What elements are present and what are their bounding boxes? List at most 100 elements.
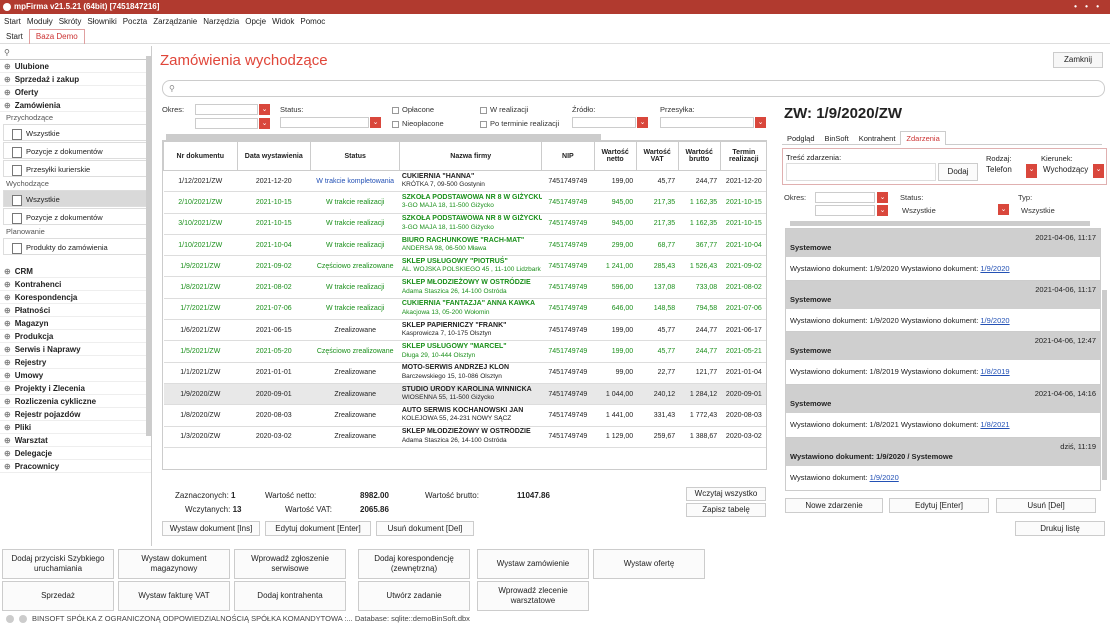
shortcut-button[interactable]: Dodaj kontrahenta [234,581,346,611]
okres-to-dropdown-icon[interactable]: ⌄ [259,118,270,129]
przesylka-select[interactable] [660,117,754,128]
table-row[interactable]: 1/3/2020/ZW 2020-03-02 Zrealizowane SKLEP M… [163,426,766,448]
sidebar-item[interactable]: ⊕ Rejestry [0,356,151,369]
shortcut-button[interactable]: Wystaw dokument magazynowy [118,549,230,579]
column-header[interactable]: Wartość netto [593,141,637,171]
sidebar-item[interactable]: ⊕ Korespondencja [0,291,151,304]
menu-item-6[interactable]: Narzędzia [203,17,240,26]
edit-document-button[interactable]: Edytuj dokument [Enter] [265,521,371,536]
sidebar-item[interactable]: ⊕ Produkcja [0,330,151,343]
table-row[interactable]: 1/9/2020/ZW 2020-09-01 Zrealizowane STUDIO … [163,383,766,406]
sidebar-item[interactable]: ⊕ Umowy [0,369,151,382]
shortcut-button[interactable]: Wystaw fakturę VAT [118,581,230,611]
table-row[interactable]: 1/7/2021/ZW 2021-07-06 W trakcie realizacj… [163,298,766,321]
status-dropdown-icon[interactable]: ⌄ [370,117,381,128]
sidebar-item[interactable]: ⊕ Warsztat [0,434,151,447]
table-row[interactable]: 1/12/2021/ZW 2021-12-20 W trakcie kompleto… [163,170,766,193]
new-event-button[interactable]: Nowe zdarzenie [785,498,883,513]
events-vertical-scrollbar[interactable] [1102,290,1107,480]
sidebar-item[interactable]: ⊕ CRM [0,265,151,278]
sidebar-item[interactable]: ⊕ Pracownicy [0,460,151,473]
table-row[interactable]: 1/10/2021/ZW 2021-10-04 W trakcie realizac… [163,234,766,257]
column-header[interactable]: Nazwa firmy [399,141,543,171]
shortcut-button[interactable]: Wprowadź zgłoszenie serwisowe [234,549,346,579]
okres-from-dropdown-icon[interactable]: ⌄ [259,104,270,115]
events-type-value[interactable]: Wszystkie [1021,206,1055,215]
events-period-from[interactable] [815,192,875,203]
event-card[interactable]: Systemowe 2021-04-06, 14:16 Wystawiono dok… [785,384,1101,438]
detail-tab[interactable]: Kontrahent [858,134,896,143]
detail-tab[interactable]: BinSoft [824,134,849,143]
event-direction-value[interactable]: Wychodzący [1043,165,1089,174]
przesylka-dropdown-icon[interactable]: ⌄ [755,117,766,128]
menu-item-9[interactable]: Pomoc [300,17,326,26]
column-header[interactable]: Status [310,141,401,171]
event-card[interactable]: Systemowe 2021-04-06, 12:47 Wystawiono dok… [785,331,1101,385]
w-realizacji-checkbox[interactable]: W realizacji [480,105,528,114]
sidebar-item[interactable]: ⊕ Płatności [0,304,151,317]
zrodlo-dropdown-icon[interactable]: ⌄ [637,117,648,128]
print-list-button[interactable]: Drukuj listę [1015,521,1105,536]
okres-from-field[interactable] [195,104,258,115]
sidebar-item[interactable]: ⊕ Kontrahenci [0,278,151,291]
sidebar-item[interactable]: ⊕ Ulubione [0,60,151,73]
events-period-from-dropdown-icon[interactable]: ⌄ [877,192,888,203]
sidebar-item[interactable]: ⊕ Serwis i Naprawy [0,343,151,356]
edit-event-button[interactable]: Edytuj [Enter] [889,498,989,513]
delete-event-button[interactable]: Usuń [Del] [996,498,1096,513]
event-type-value[interactable]: Telefon [986,165,1012,174]
menu-item-2[interactable]: Skróty [58,17,82,26]
sidebar-item[interactable]: ⊕ Projekty i Zlecenia [0,382,151,395]
table-row[interactable]: 1/8/2020/ZW 2020-08-03 Zrealizowane AUTO SE… [163,404,766,427]
sidebar-item[interactable]: ⊕ Delegacje [0,447,151,460]
search-input[interactable]: ⚲ [162,80,1105,97]
event-card[interactable]: Systemowe 2021-04-06, 11:17 Wystawiono dok… [785,228,1101,282]
events-period-to-dropdown-icon[interactable]: ⌄ [877,205,888,216]
shortcut-button[interactable]: Dodaj korespondencję (zewnętrzną) [358,549,470,579]
shortcut-button[interactable]: Wystaw zamówienie [477,549,589,579]
nieoplacone-checkbox[interactable]: Nieopłacone [392,119,444,128]
table-row[interactable]: 2/10/2021/ZW 2021-10-15 W trakcie realizac… [163,191,766,214]
okres-to-field[interactable] [195,118,258,129]
sidebar-item[interactable]: ⊕ Sprzedaż i zakup [0,73,151,86]
column-header[interactable]: Data wystawienia [236,141,312,171]
events-period-to[interactable] [815,205,875,216]
event-link[interactable]: 1/9/2020 [980,264,1010,273]
oplacone-checkbox[interactable]: Opłacone [392,105,434,114]
event-link[interactable]: 1/9/2020 [980,316,1010,325]
event-type-dropdown-icon[interactable]: ⌄ [1026,164,1037,178]
column-header[interactable]: Nr dokumentu [163,141,238,171]
status-select[interactable] [280,117,369,128]
event-card[interactable]: Systemowe 2021-04-06, 11:17 Wystawiono dok… [785,280,1101,334]
sidebar-item[interactable]: ⊕ Oferty [0,86,151,99]
sidebar-item[interactable]: ⊕ Rozliczenia cykliczne [0,395,151,408]
grid-horizontal-scrollbar[interactable] [166,134,601,140]
menu-item-8[interactable]: Widok [272,17,295,26]
column-header[interactable]: Wartość brutto [677,141,721,171]
detail-tab[interactable]: Podgląd [787,134,815,143]
delete-document-button[interactable]: Usuń dokument [Del] [376,521,474,536]
shortcut-button[interactable]: Utwórz zadanie [358,581,470,611]
sidebar-item[interactable]: ⊕ Rejestr pojazdów [0,408,151,421]
window-controls[interactable]: • • • [1074,2,1102,11]
add-event-button[interactable]: Dodaj [938,163,978,181]
sidebar-search[interactable]: ⚲ [0,46,151,60]
detail-tab[interactable]: Zdarzenia [900,131,946,145]
sidebar-leaf[interactable]: Wszystkie [3,124,148,141]
table-row[interactable]: 1/8/2021/ZW 2021-08-02 W trakcie realizacj… [163,276,766,299]
menu-item-4[interactable]: Poczta [122,17,148,26]
event-link[interactable]: 1/8/2019 [980,367,1010,376]
table-row[interactable]: 1/6/2021/ZW 2021-06-15 Zrealizowane SKLEP P… [163,319,766,342]
events-scrollbar[interactable] [790,221,1090,226]
sidebar-leaf[interactable]: Przesyłki kurierskie [3,160,148,177]
sidebar-leaf[interactable]: Produkty do zamówienia [3,238,148,255]
save-table-button[interactable]: Zapisz tabelę [686,503,766,517]
event-card[interactable]: Wystawiono dokument: 1/9/2020 / Systemow… [785,437,1101,491]
menu-item-7[interactable]: Opcje [245,17,267,26]
menu-item-0[interactable]: Start [4,17,21,26]
event-link[interactable]: 1/9/2020 [869,473,899,482]
table-row[interactable]: 1/9/2021/ZW 2021-09-02 Częściowo zrealizow… [163,255,766,278]
shortcut-button[interactable]: Wystaw ofertę [593,549,705,579]
load-all-button[interactable]: Wczytaj wszystko [686,487,766,501]
menu-item-5[interactable]: Zarządzanie [153,17,198,26]
